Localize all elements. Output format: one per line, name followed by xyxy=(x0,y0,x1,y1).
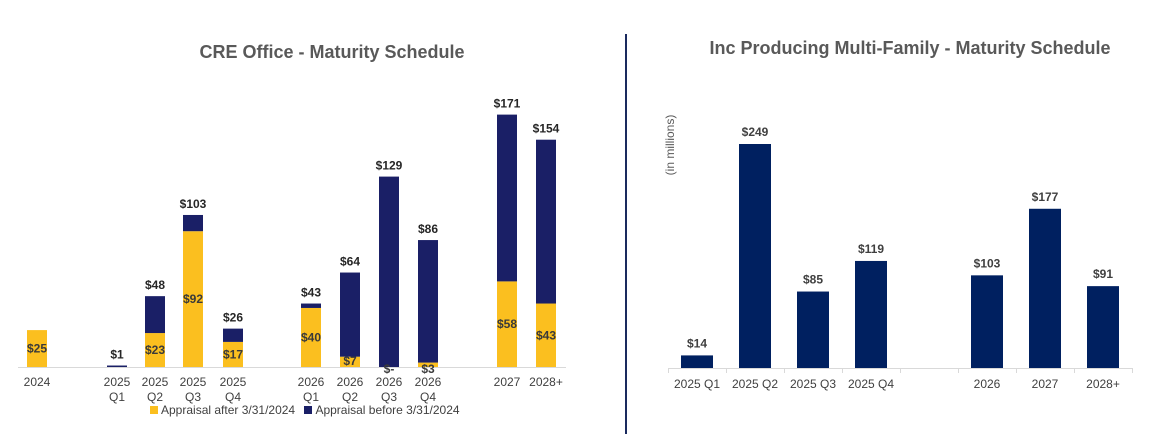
legend-swatch-after xyxy=(150,406,158,414)
multifamily-tick-label-6: 2028+ xyxy=(1086,377,1120,391)
cre-bar-after-9 xyxy=(497,281,517,367)
cre-total-label-9: $171 xyxy=(494,97,521,111)
legend-label-before: Appraisal before 3/31/2024 xyxy=(315,403,460,417)
multifamily-value-label-6: $91 xyxy=(1093,267,1113,281)
legend-item-before: Appraisal before 3/31/2024 xyxy=(304,403,460,417)
cre-office-chart-title: CRE Office - Maturity Schedule xyxy=(199,42,465,62)
cre-bar-before-2 xyxy=(145,296,165,334)
cre-inner-label-2: $23 xyxy=(145,343,165,357)
cre-bar-before-9 xyxy=(497,114,517,282)
multifamily-y-axis-label: (in millions) xyxy=(663,114,677,176)
cre-inner-label-9: $58 xyxy=(497,317,517,331)
multifamily-bar-2 xyxy=(797,291,829,368)
multifamily-bar-5 xyxy=(1029,208,1061,368)
cre-inner-label-5: $40 xyxy=(301,330,321,344)
cre-inner-label-4: $17 xyxy=(223,347,243,361)
cre-tick-label-1-line1: 2025 xyxy=(104,375,131,389)
cre-tick-label-5-line2: Q1 xyxy=(303,390,319,404)
cre-tick-label-10-line1: 2028+ xyxy=(529,375,563,389)
cre-bar-before-7 xyxy=(379,176,399,367)
cre-tick-label-2-line2: Q2 xyxy=(147,390,163,404)
cre-total-label-1: $1 xyxy=(110,348,124,362)
cre-office-legend: Appraisal after 3/31/2024 Appraisal befo… xyxy=(150,403,466,417)
legend-swatch-before xyxy=(304,406,313,414)
cre-bar-after-8 xyxy=(418,362,438,367)
cre-bar-before-8 xyxy=(418,240,438,363)
cre-tick-label-3-line2: Q3 xyxy=(185,390,201,404)
cre-total-label-8: $86 xyxy=(418,222,438,236)
cre-tick-label-8-line2: Q4 xyxy=(420,390,436,404)
cre-tick-label-2-line1: 2025 xyxy=(142,375,169,389)
cre-inner-label-8: $3 xyxy=(421,362,435,376)
cre-bar-after-6 xyxy=(340,356,360,367)
cre-tick-label-7-line1: 2026 xyxy=(376,375,403,389)
cre-bar-before-10 xyxy=(536,139,556,304)
cre-inner-label-0: $25 xyxy=(27,342,47,356)
cre-bar-after-5 xyxy=(301,307,321,367)
cre-tick-label-5-line1: 2026 xyxy=(298,375,325,389)
cre-total-label-3: $103 xyxy=(180,197,207,211)
multifamily-bar-3 xyxy=(855,260,887,368)
cre-bar-before-4 xyxy=(223,328,243,342)
multifamily-tick-label-0: 2025 Q1 xyxy=(674,377,720,391)
cre-bar-after-10 xyxy=(536,303,556,367)
cre-tick-label-8-line1: 2026 xyxy=(415,375,442,389)
multifamily-bar-4 xyxy=(971,275,1003,368)
cre-tick-label-7-line2: Q3 xyxy=(381,390,397,404)
cre-total-label-5: $43 xyxy=(301,286,321,300)
multifamily-chart-title: Inc Producing Multi-Family - Maturity Sc… xyxy=(709,38,1111,58)
chart-divider xyxy=(625,34,627,434)
cre-tick-label-3-line1: 2025 xyxy=(180,375,207,389)
cre-tick-label-4-line1: 2025 xyxy=(220,375,247,389)
multifamily-bar-0 xyxy=(681,355,713,368)
cre-total-label-6: $64 xyxy=(340,255,360,269)
cre-tick-label-1-line2: Q1 xyxy=(109,390,125,404)
multifamily-tick-label-3: 2025 Q4 xyxy=(848,377,894,391)
legend-item-after: Appraisal after 3/31/2024 xyxy=(150,403,295,417)
multifamily-bar-6 xyxy=(1087,286,1119,368)
cre-total-label-2: $48 xyxy=(145,278,165,292)
cre-bar-before-3 xyxy=(183,214,203,232)
cre-bar-after-0 xyxy=(27,330,47,367)
cre-bar-after-4 xyxy=(223,341,243,367)
multifamily-value-label-3: $119 xyxy=(858,242,884,256)
multifamily-tick-label-5: 2027 xyxy=(1032,377,1059,391)
multifamily-tick-label-4: 2026 xyxy=(974,377,1001,391)
cre-total-label-10: $154 xyxy=(533,122,560,136)
multifamily-value-label-2: $85 xyxy=(803,273,823,287)
multifamily-tick-label-2: 2025 Q3 xyxy=(790,377,836,391)
cre-bar-before-5 xyxy=(301,303,321,308)
cre-tick-label-9-line1: 2027 xyxy=(494,375,521,389)
cre-inner-label-6: $7 xyxy=(343,354,357,368)
multifamily-value-label-4: $103 xyxy=(974,256,1001,270)
cre-tick-label-4-line2: Q4 xyxy=(225,390,241,404)
cre-bar-before-1 xyxy=(107,365,127,368)
multifamily-value-label-0: $14 xyxy=(687,336,707,350)
multifamily-value-label-1: $249 xyxy=(742,125,769,139)
cre-inner-label-10: $43 xyxy=(536,328,556,342)
cre-bar-before-6 xyxy=(340,272,360,357)
cre-total-label-4: $26 xyxy=(223,311,243,325)
cre-tick-label-6-line1: 2026 xyxy=(337,375,364,389)
cre-bar-after-3 xyxy=(183,231,203,367)
cre-total-label-7: $129 xyxy=(376,159,403,173)
cre-inner-label-7: $- xyxy=(384,362,395,376)
cre-inner-label-3: $92 xyxy=(183,292,203,306)
cre-bar-after-2 xyxy=(145,333,165,367)
multifamily-value-label-5: $177 xyxy=(1032,190,1059,204)
cre-tick-label-0-line1: 2024 xyxy=(24,375,51,389)
multifamily-bar-1 xyxy=(739,143,771,368)
multifamily-tick-label-1: 2025 Q2 xyxy=(732,377,778,391)
legend-label-after: Appraisal after 3/31/2024 xyxy=(161,403,296,417)
cre-tick-label-6-line2: Q2 xyxy=(342,390,358,404)
